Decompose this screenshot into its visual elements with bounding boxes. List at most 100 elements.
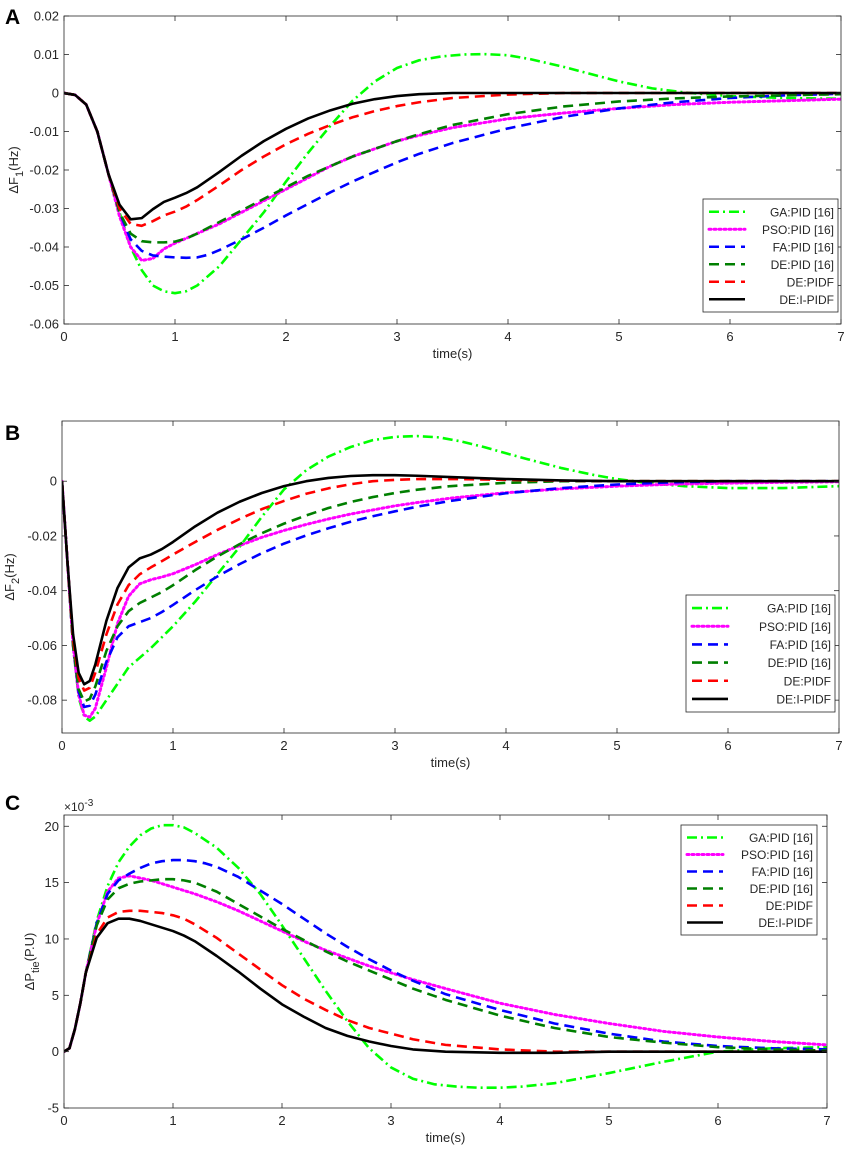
- y-axis-label: ΔF1(Hz): [6, 146, 26, 193]
- y-tick-label: -5: [47, 1101, 59, 1116]
- legend-label: FA:PID [16]: [770, 638, 831, 652]
- y-tick-label: -0.03: [29, 201, 59, 216]
- series-line-ga-pid-16: [64, 823, 827, 1090]
- legend-label: PSO:PID [16]: [762, 223, 834, 237]
- legend-label: FA:PID [16]: [773, 240, 834, 254]
- y-tick-label: -0.01: [29, 124, 59, 139]
- x-tick-label: 3: [391, 738, 398, 753]
- y-tick-label: -0.02: [27, 528, 57, 543]
- y-axis-label-sub: 1: [14, 171, 26, 177]
- chart-panel-b: 0 1 2 3 4 5 6 7-0.08-0.06-0.04-0.020time(s)ΔF2(…: [2, 420, 843, 770]
- x-tick-label: 4: [504, 329, 511, 344]
- legend-label: DE:PID [16]: [750, 882, 813, 896]
- legend-label: DE:PID [16]: [768, 656, 831, 670]
- legend-box: [685, 594, 836, 713]
- legend-label: PSO:PID [16]: [741, 848, 813, 862]
- y-axis-label: ΔPtie(P.U): [22, 933, 42, 991]
- x-tick-label: 1: [169, 1113, 176, 1128]
- y-tick-label: 10: [45, 931, 59, 946]
- legend-label: DE:I-PIDF: [776, 692, 831, 706]
- x-tick-label: 6: [724, 738, 731, 753]
- series-group: [64, 52, 841, 295]
- y-axis-label-unit: (Hz): [2, 553, 17, 578]
- chart-panel-c: 0 1 2 3 4 5 6 7-505101520time(s)ΔPtie(P.U)×10-3…: [22, 798, 831, 1145]
- series-group: [62, 434, 839, 722]
- panel-label-b: B: [5, 422, 20, 445]
- y-tick-label: 0.02: [34, 9, 59, 24]
- x-tick-label: 5: [605, 1113, 612, 1128]
- y-tick-label: 0: [50, 474, 57, 489]
- series-line-de-i-pidf: [62, 473, 839, 686]
- legend-label: PSO:PID [16]: [759, 620, 831, 634]
- series-line-de-pidf: [64, 909, 827, 1053]
- y-tick-label: -0.04: [27, 583, 57, 598]
- legend-label: DE:I-PIDF: [758, 916, 813, 930]
- y-exponent-power: -3: [84, 798, 93, 809]
- x-tick-label: 6: [726, 329, 733, 344]
- x-tick-label: 1: [169, 738, 176, 753]
- x-tick-label: 5: [615, 329, 622, 344]
- x-axis-label: time(s): [433, 346, 473, 361]
- x-tick-label: 7: [835, 738, 842, 753]
- series-line-de-pid-16: [64, 877, 827, 1053]
- y-tick-label: -0.06: [27, 638, 57, 653]
- series-line-fa-pid-16: [64, 858, 827, 1053]
- axes-box: [63, 814, 828, 1109]
- series-line-fa-pid-16: [64, 91, 841, 260]
- y-tick-label: -0.02: [29, 163, 59, 178]
- x-tick-label: 0: [60, 329, 67, 344]
- y-axis-label: ΔF2(Hz): [2, 553, 22, 600]
- panel-label-c: C: [5, 792, 20, 815]
- y-tick-label: 20: [45, 819, 59, 834]
- series-line-pso-pid-16: [64, 874, 827, 1054]
- legend: GA:PID [16] PSO:PID [16] FA:PID [16] DE:PID…: [685, 594, 836, 713]
- y-axis-label-unit: (P.U): [22, 933, 37, 962]
- x-tick-label: 5: [613, 738, 620, 753]
- series-line-de-pid-16: [62, 479, 839, 703]
- y-axis-label-sub: 2: [10, 578, 22, 584]
- axes-box: [61, 420, 840, 734]
- legend-label: FA:PID [16]: [752, 865, 813, 879]
- legend-label: DE:PIDF: [787, 275, 834, 289]
- legend: GA:PID [16] PSO:PID [16] FA:PID [16] DE:PID…: [680, 824, 818, 936]
- y-tick-label: 15: [45, 875, 59, 890]
- legend-label: GA:PID [16]: [749, 831, 813, 845]
- x-tick-label: 6: [714, 1113, 721, 1128]
- x-tick-label: 3: [393, 329, 400, 344]
- x-tick-label: 2: [280, 738, 287, 753]
- y-axis-label-unit: (Hz): [6, 146, 21, 171]
- y-tick-label: -0.08: [27, 693, 57, 708]
- x-tick-label: 2: [282, 329, 289, 344]
- x-tick-label: 4: [496, 1113, 503, 1128]
- x-tick-label: 0: [60, 1113, 67, 1128]
- y-tick-label: 0.01: [34, 47, 59, 62]
- legend-label: DE:PIDF: [784, 674, 831, 688]
- y-axis-label-main: ΔF: [6, 177, 21, 194]
- y-tick-label: 5: [52, 988, 59, 1003]
- y-tick-label: -0.06: [29, 317, 59, 332]
- series-group: [64, 823, 827, 1090]
- y-exponent-label: ×10-3: [64, 798, 94, 814]
- x-tick-label: 4: [502, 738, 509, 753]
- x-tick-label: 1: [171, 329, 178, 344]
- legend-box: [702, 198, 839, 313]
- y-tick-label: -0.04: [29, 240, 59, 255]
- y-exponent-base: ×10: [64, 800, 85, 814]
- x-axis-label: time(s): [426, 1130, 466, 1145]
- x-tick-label: 7: [823, 1113, 830, 1128]
- x-tick-label: 0: [58, 738, 65, 753]
- y-axis-label-sub: tie: [30, 961, 42, 973]
- x-tick-label: 3: [387, 1113, 394, 1128]
- legend: GA:PID [16] PSO:PID [16] FA:PID [16] DE:PID…: [702, 198, 839, 313]
- y-tick-label: -0.05: [29, 278, 59, 293]
- y-axis-label-main: ΔF: [2, 584, 17, 601]
- series-line-de-pidf: [62, 477, 839, 692]
- panel-label-a: A: [5, 6, 20, 29]
- series-line-de-pid-16: [64, 91, 841, 244]
- y-axis-label-main: ΔP: [22, 973, 37, 990]
- legend-label: DE:PID [16]: [771, 258, 834, 272]
- y-tick-label: 0: [52, 1044, 59, 1059]
- x-tick-label: 2: [278, 1113, 285, 1128]
- series-line-fa-pid-16: [62, 479, 839, 709]
